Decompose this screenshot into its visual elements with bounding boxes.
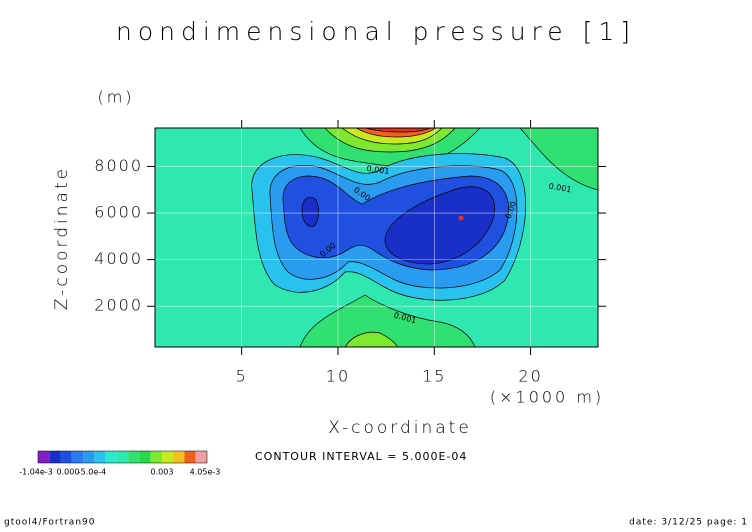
footer-left: gtool4/Fortran90 [4,518,95,528]
colorbar-swatch [49,451,61,463]
colorbar-label: 0.000 [57,468,80,477]
colorbar-label: 4.05e-3 [190,468,221,477]
colorbar-swatch [105,451,117,463]
colorbar-frame [37,450,208,464]
colorbar-label: 0.003 [151,468,174,477]
contour-label: 0.001 [548,182,572,195]
footer-right: date: 3/12/25 page: 1 [629,518,748,528]
colorbar-swatch [60,451,72,463]
colorbar-swatch [71,451,84,463]
colorbar-label: -1.04e-3 [19,468,53,477]
colorbar-swatch [38,451,50,463]
colorbar-swatch [128,451,140,463]
chart-title: nondimensional pressure [1] [116,17,636,46]
x-unit: (×1000 m) [490,388,604,407]
y-axis-label: Z-coordinate [52,166,72,310]
x-tick-label: 15 [422,367,446,386]
colorbar-swatch [184,451,196,463]
x-axis-label: X-coordinate [328,418,472,438]
colorbar-swatch [139,451,151,463]
colorbar-label: -5.0e-4 [78,468,107,477]
plot-frame [154,127,599,348]
y-tick-label: 4000 [94,249,143,268]
y-tick-label: 8000 [94,156,143,175]
colorbar-swatch [150,451,162,463]
contour-interval: CONTOUR INTERVAL = 5.000E-04 [255,450,467,463]
colorbar-swatch [173,451,185,463]
y-unit: (m) [97,88,134,107]
colorbar-swatch [161,451,174,463]
x-tick-label: 10 [326,367,350,386]
x-tick-label: 20 [518,367,542,386]
x-tick-label: 5 [236,367,248,386]
colorbar-swatch [94,451,106,463]
y-tick-label: 6000 [94,203,143,222]
contour-field [155,128,598,347]
contour-label: 0.001 [366,164,390,176]
colorbar-swatch [116,451,129,463]
colorbar-swatch [83,451,95,463]
y-tick-label: 2000 [94,296,143,315]
colorbar-swatch [195,451,207,463]
